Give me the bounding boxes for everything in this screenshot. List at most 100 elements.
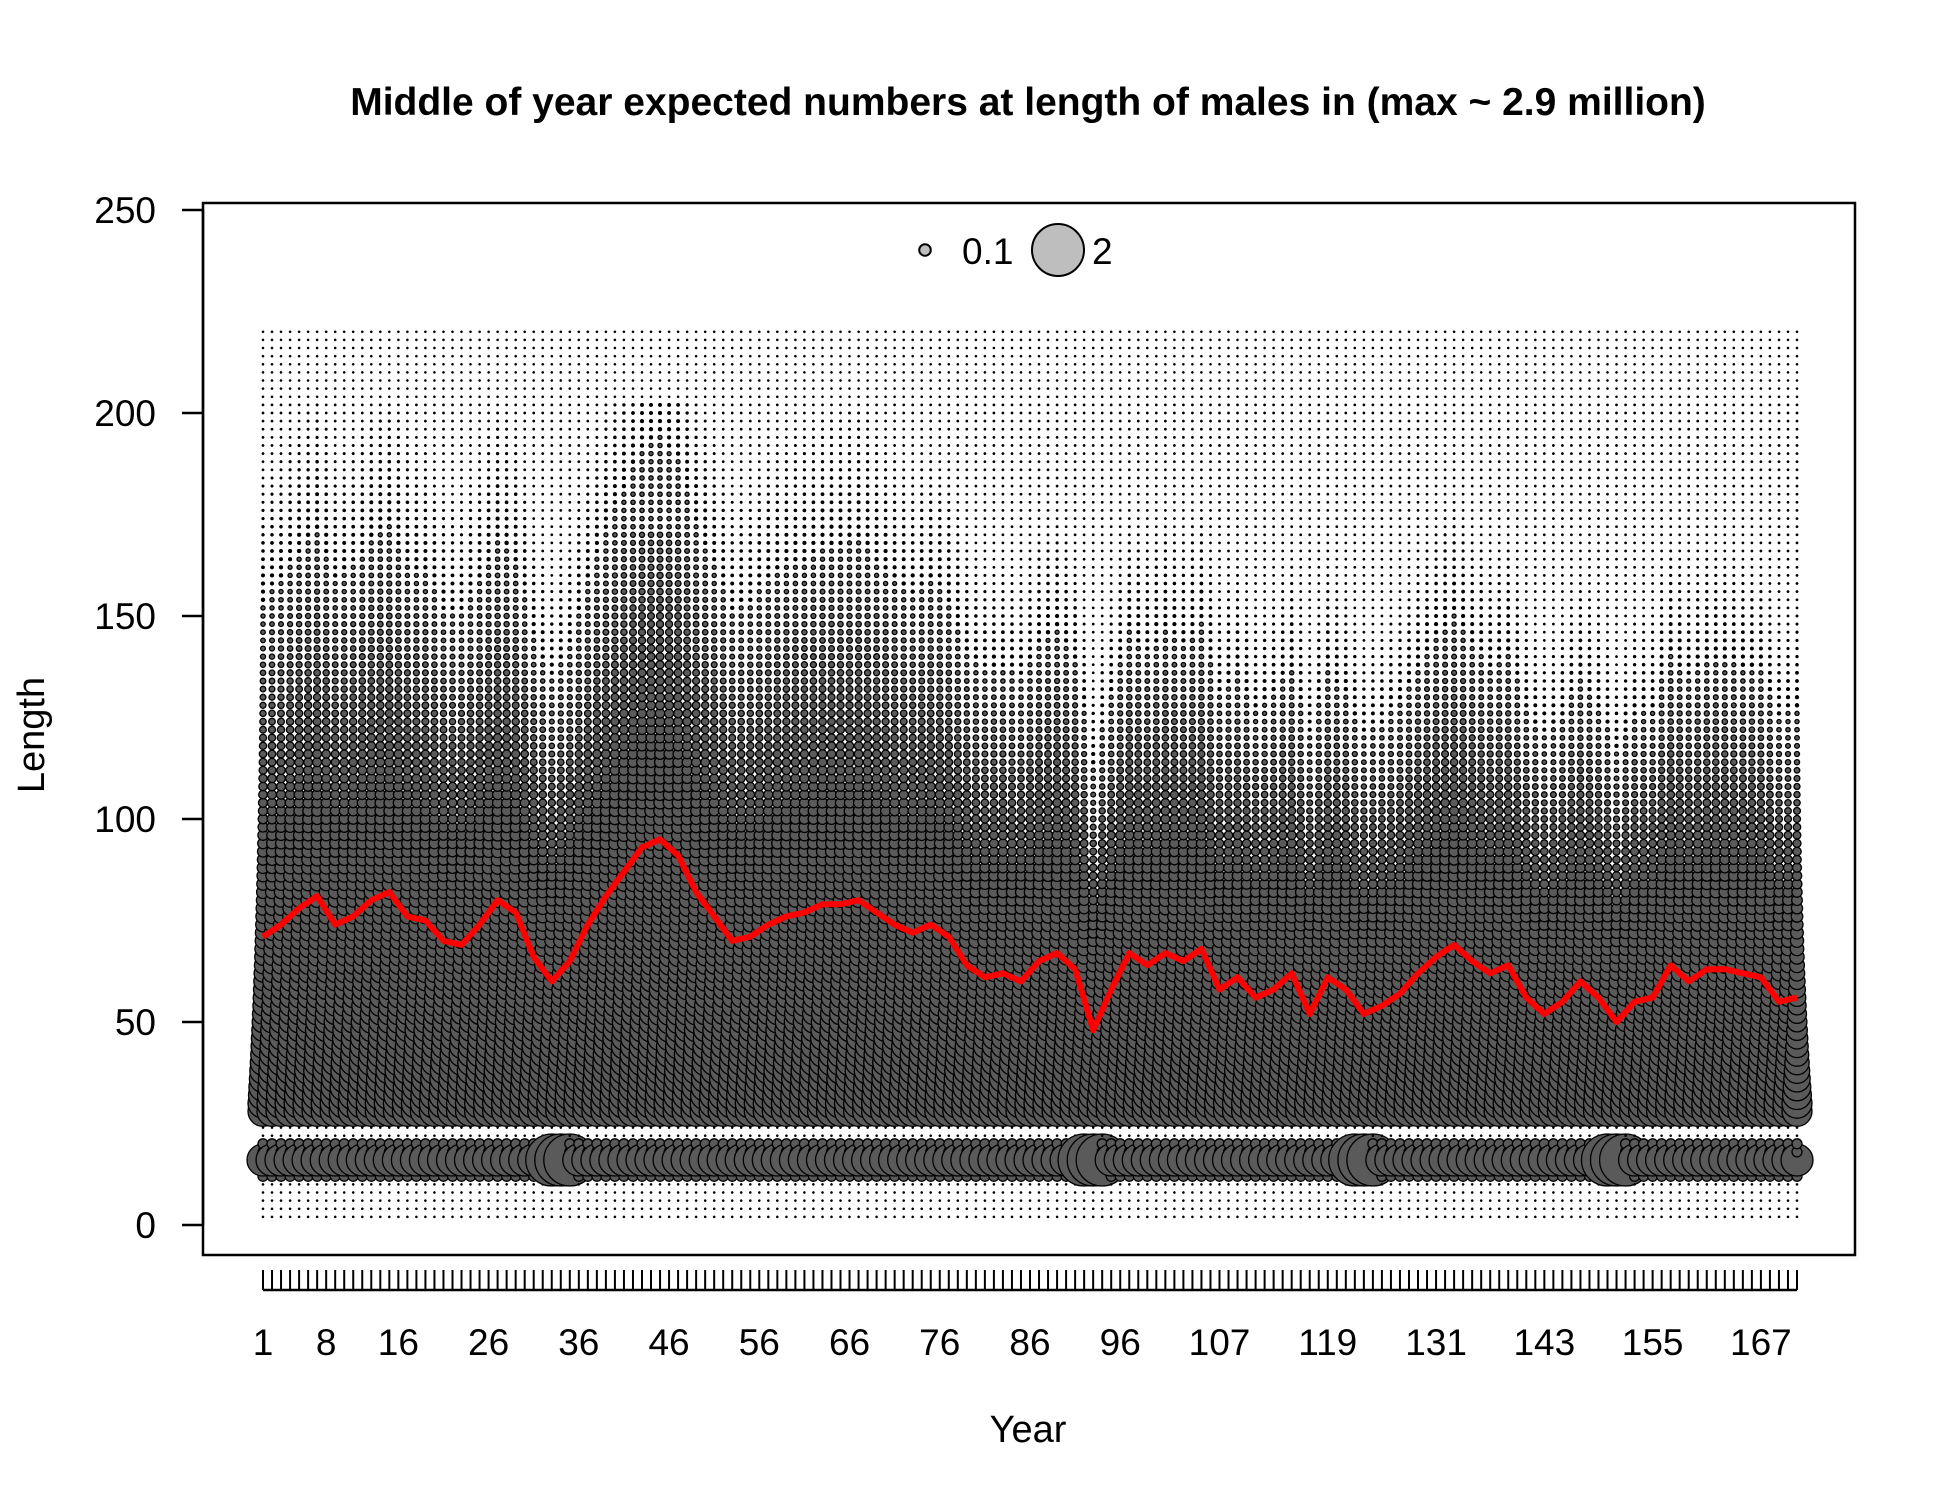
bubble (511, 733, 521, 743)
bubble (477, 532, 482, 537)
bubble (267, 741, 277, 751)
bubble (415, 354, 418, 358)
bubble (297, 346, 301, 350)
bubble (532, 330, 536, 334)
bubble (478, 379, 481, 382)
bubble (558, 646, 563, 651)
bubble (423, 492, 428, 496)
bubble (658, 346, 662, 350)
bubble (332, 588, 338, 595)
bubble (532, 387, 536, 390)
bubble (432, 427, 436, 431)
bubble (613, 346, 617, 350)
bubble (532, 435, 536, 439)
bubble (429, 765, 440, 775)
bubble (577, 1199, 581, 1202)
bubble (342, 476, 346, 480)
bubble (622, 1134, 626, 1138)
bubble (402, 765, 413, 776)
bubble (360, 508, 365, 513)
bubble (539, 742, 547, 750)
bubble (288, 403, 292, 407)
bubble (602, 620, 610, 628)
bubble (414, 548, 419, 554)
bubble (429, 749, 439, 759)
bubble (586, 1199, 590, 1202)
bubble (495, 476, 500, 480)
bubble (485, 637, 492, 644)
bubble (667, 1199, 671, 1202)
bubble (613, 338, 617, 342)
bubble (595, 476, 599, 480)
bubble (288, 1215, 292, 1219)
bubble (586, 346, 590, 350)
bubble (288, 427, 292, 431)
bubble (485, 588, 492, 595)
bubble (439, 701, 448, 709)
bubble (559, 427, 563, 431)
bubble (637, 652, 647, 662)
bubble (548, 694, 555, 701)
bubble (378, 419, 382, 423)
bubble (531, 597, 536, 602)
bubble (413, 572, 420, 579)
bubble (601, 733, 611, 743)
bubble (576, 589, 581, 594)
bubble (532, 1215, 536, 1219)
bubble (505, 387, 508, 390)
bubble (467, 597, 474, 603)
bubble (441, 500, 446, 504)
bubble (368, 564, 375, 571)
bubble (487, 362, 490, 366)
bubble (639, 466, 645, 473)
bubble (469, 346, 472, 350)
bubble (297, 411, 301, 415)
bubble (477, 508, 482, 513)
bubble (286, 661, 294, 669)
bubble (638, 563, 646, 571)
bubble (405, 492, 410, 496)
bubble (297, 451, 301, 456)
bubble (387, 1191, 391, 1194)
bubble (595, 1183, 599, 1186)
bubble (432, 460, 436, 464)
bubble (502, 725, 512, 735)
bubble (538, 782, 547, 791)
bubble (404, 588, 411, 595)
bubble (360, 371, 364, 374)
bubble (577, 452, 581, 456)
bubble (631, 387, 635, 390)
bubble (431, 637, 438, 644)
bubble (304, 668, 312, 677)
bubble (568, 452, 572, 456)
bubble (577, 484, 581, 488)
bubble (559, 403, 563, 407)
bubble (342, 330, 346, 334)
bubble (568, 476, 572, 480)
bubble (513, 492, 518, 497)
bubble (324, 1191, 328, 1194)
bubble (420, 757, 431, 767)
bubble (441, 573, 446, 578)
bubble (557, 750, 565, 758)
bubble (414, 452, 418, 456)
y-axis-title: Length (11, 677, 53, 793)
bubble (613, 411, 617, 415)
bubble (477, 524, 482, 529)
bubble (314, 508, 320, 513)
bubble (649, 379, 653, 382)
bubble (459, 581, 464, 586)
bubble (270, 540, 274, 545)
bubble (603, 508, 609, 513)
bubble (547, 822, 557, 832)
bubble (550, 590, 554, 594)
bubble (541, 533, 545, 537)
bubble (360, 379, 364, 382)
bubble (287, 604, 294, 611)
bubble (432, 435, 436, 439)
bubble (628, 684, 638, 694)
bubble (432, 549, 437, 553)
bubble (468, 484, 473, 488)
bubble (378, 387, 382, 390)
